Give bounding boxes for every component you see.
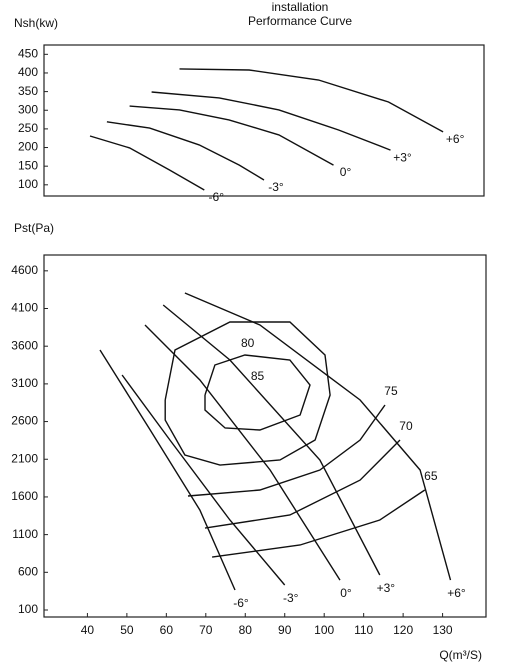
efficiency-curve <box>204 354 311 431</box>
y-tick-label: 1600 <box>11 489 38 503</box>
efficiency-curve <box>164 321 331 466</box>
y-tick-label: 2100 <box>11 451 38 465</box>
blade-angle-curve <box>89 135 205 191</box>
y-tick-label: 600 <box>18 564 38 578</box>
blade-angle-curve <box>184 292 452 581</box>
curve-label: 85 <box>251 369 265 383</box>
curve-label: -6° <box>233 596 249 610</box>
y-axis-label: Nsh(kw) <box>14 16 58 30</box>
y-tick-label: 4100 <box>11 301 38 315</box>
efficiency-curve <box>187 404 386 497</box>
blade-angle-curve <box>99 349 236 591</box>
y-tick-label: 450 <box>18 46 38 60</box>
x-axis-label: Q(m³/S) <box>439 648 482 662</box>
blade-angle-curve <box>151 91 391 151</box>
curve-label: -6° <box>209 190 225 204</box>
chart-subtitle: Performance Curve <box>248 14 352 28</box>
curve-label: 0° <box>340 165 352 179</box>
chart-title: installation <box>272 0 329 14</box>
plot-frame <box>43 44 485 197</box>
y-tick-label: 3100 <box>11 376 38 390</box>
y-tick-label: 1100 <box>12 527 38 541</box>
blade-angle-curve <box>129 105 334 166</box>
x-tick-label: 130 <box>433 623 453 637</box>
x-tick-label: 80 <box>239 623 253 637</box>
curve-label: 75 <box>384 384 398 398</box>
curve-label: 70 <box>399 419 413 433</box>
x-tick-label: 40 <box>81 623 95 637</box>
curve-label: -3° <box>268 180 284 194</box>
x-tick-label: 60 <box>160 623 174 637</box>
x-tick-label: 50 <box>120 623 134 637</box>
plot-frame <box>43 254 487 618</box>
x-tick-label: 70 <box>199 623 213 637</box>
y-tick-label: 100 <box>18 602 38 616</box>
blade-angle-curve <box>121 374 286 586</box>
curve-label: +3° <box>377 581 396 595</box>
curve-label: 65 <box>424 469 438 483</box>
curve-label: -3° <box>283 591 299 605</box>
blade-angle-curve <box>144 324 341 581</box>
curve-label: +3° <box>393 150 412 164</box>
blade-angle-curve <box>179 68 444 133</box>
efficiency-curve <box>212 489 426 558</box>
blade-angle-curve <box>106 121 265 181</box>
y-tick-label: 100 <box>18 177 38 191</box>
x-tick-label: 100 <box>314 623 334 637</box>
efficiency-curve <box>204 439 401 529</box>
y-tick-label: 3600 <box>11 338 38 352</box>
y-tick-label: 200 <box>18 140 38 154</box>
curve-label: +6° <box>446 132 465 146</box>
y-tick-label: 2600 <box>11 414 38 428</box>
y-tick-label: 150 <box>18 158 38 172</box>
y-tick-label: 300 <box>18 102 38 116</box>
blade-angle-curve <box>162 304 381 576</box>
curve-label: 80 <box>241 336 255 350</box>
y-axis-label: Pst(Pa) <box>14 221 54 235</box>
x-tick-label: 90 <box>278 623 292 637</box>
curve-label: 0° <box>340 586 352 600</box>
y-tick-label: 350 <box>18 84 38 98</box>
curve-label: +6° <box>447 586 466 600</box>
x-tick-label: 110 <box>354 623 373 637</box>
x-tick-label: 120 <box>393 623 413 637</box>
y-tick-label: 250 <box>18 121 38 135</box>
y-tick-label: 4600 <box>11 263 38 277</box>
y-tick-label: 400 <box>18 65 38 79</box>
